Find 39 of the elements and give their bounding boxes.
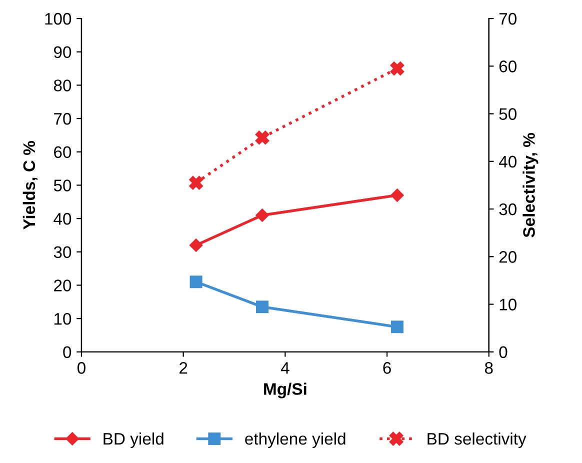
point xyxy=(256,300,269,314)
point xyxy=(390,62,404,76)
y2-tick-label: 60 xyxy=(499,60,516,72)
legend-label: BD yield xyxy=(104,432,164,448)
legend-label: ethylene yield xyxy=(245,432,346,448)
y2-tick-label: 30 xyxy=(499,203,516,216)
point xyxy=(390,320,404,334)
y2-tick-label: 40 xyxy=(498,156,516,168)
y-tick-label: 10 xyxy=(54,312,72,325)
x-axis-title: Mg/Si xyxy=(264,382,306,398)
y2-tick-label: 10 xyxy=(500,298,516,310)
point xyxy=(390,188,404,202)
x-tick-label: 8 xyxy=(484,362,493,374)
point xyxy=(190,276,202,288)
y-tick-label: 40 xyxy=(54,212,72,225)
y-tick-label: 90 xyxy=(54,46,72,58)
x-tick-label: 2 xyxy=(180,362,188,374)
y2-tick-label: 20 xyxy=(499,251,516,263)
y-tick-label: 50 xyxy=(54,180,72,192)
x-tick-label: 6 xyxy=(383,362,391,374)
point xyxy=(189,176,204,190)
y2-axis-title: Selectivity, % xyxy=(522,132,538,238)
y-tick-label: 80 xyxy=(54,80,72,92)
y2-tick-label: 50 xyxy=(499,108,516,120)
y-tick-label: 60 xyxy=(54,146,72,158)
y2-tick-label: 70 xyxy=(499,12,516,25)
y-axis-title: Yields, C % xyxy=(22,141,38,230)
y-tick-label: 100 xyxy=(45,12,72,25)
point xyxy=(255,130,270,145)
x-tick-label: 0 xyxy=(77,362,86,374)
legend-label: BD selectivity xyxy=(428,432,526,448)
y-tick-label: 70 xyxy=(54,112,72,125)
y-tick-label: 30 xyxy=(54,246,72,258)
x-tick-label: 4 xyxy=(280,362,290,374)
point xyxy=(256,208,269,222)
y-tick-label: 20 xyxy=(54,280,72,292)
y2-tick-label: 0 xyxy=(499,346,508,358)
point xyxy=(189,238,203,252)
y-tick-label: 0 xyxy=(63,346,72,358)
